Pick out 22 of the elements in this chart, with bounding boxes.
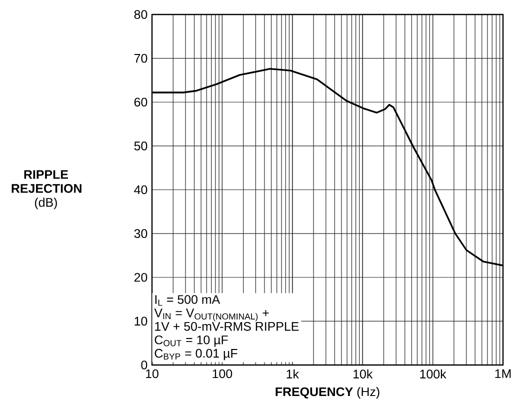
y-tick-label: 10 bbox=[134, 316, 148, 326]
x-tick-label: 1M bbox=[495, 369, 511, 378]
annotation: $\text{C}_{\text{OUT}}\text{ = 10 µF}$ bbox=[154, 335, 228, 347]
annotation: $\text{I}_{\text{L}}\text{ = 500 mA}$ bbox=[155, 295, 220, 306]
x-tick-label: 100k bbox=[420, 369, 446, 378]
y-tick-label: 60 bbox=[134, 98, 148, 107]
y-axis-title: RIPPLE REJECTION (dB) bbox=[12, 170, 82, 210]
y-tick-label: 0 bbox=[141, 360, 148, 370]
y-tick-label: 70 bbox=[134, 54, 148, 63]
x-tick-label: 10 bbox=[146, 369, 158, 378]
x-tick-label: 10k bbox=[354, 369, 373, 378]
y-tick-label: 40 bbox=[134, 185, 148, 194]
x-tick-label: 100 bbox=[212, 369, 232, 378]
x-tick-label: 1k bbox=[286, 369, 299, 378]
x-axis-title: FREQUENCY (Hz) bbox=[276, 386, 380, 399]
y-tick-label: 30 bbox=[134, 229, 148, 238]
annotation: $\text{1V + 50-mV-RMS RIPPLE}$ bbox=[155, 322, 299, 331]
annotation: $\text{V}_{\text{IN}}\text{ = V}_{\text{OUT(NOMINAL)}}\text{ +}$ bbox=[154, 308, 269, 322]
y-tick-label: 20 bbox=[134, 272, 148, 282]
y-tick-label: 50 bbox=[134, 142, 148, 150]
y-tick-label: 80 bbox=[134, 10, 148, 19]
annotation: $\text{C}_{\text{BYP}}\text{ = 0.01 µF}$ bbox=[154, 348, 238, 360]
